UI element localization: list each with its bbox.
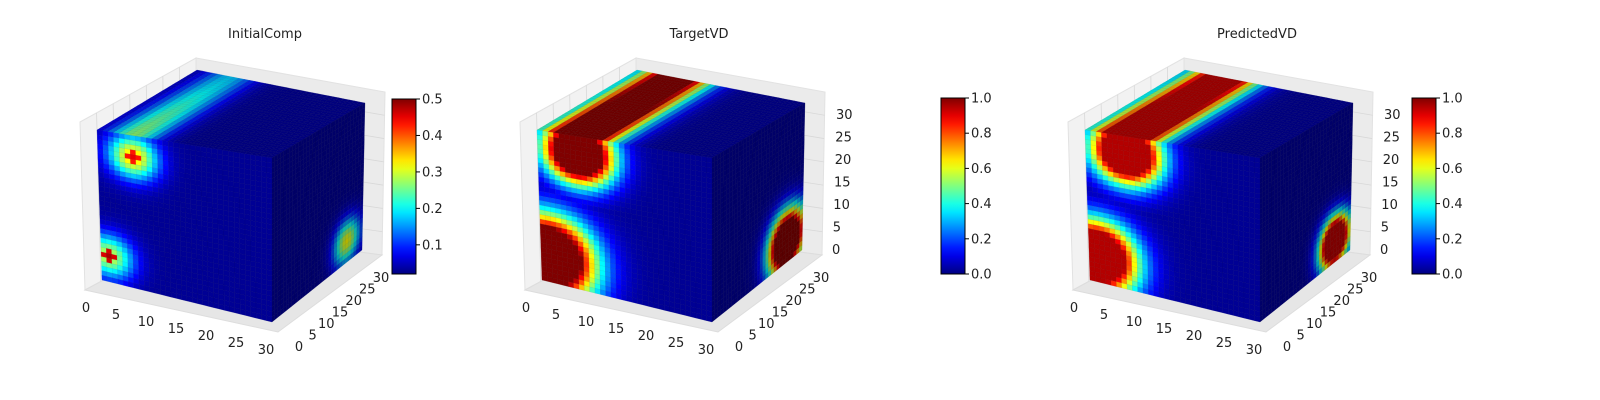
chart-title: InitialComp (228, 27, 302, 42)
y-tick-label: 5 (1297, 329, 1305, 344)
panel-2: 0 5 10 15 20 25 30 051015202530051015202530Targ… (519, 27, 992, 358)
y-tick-label: 20 (1333, 294, 1350, 309)
y-tick-label: 5 (309, 329, 317, 344)
colorbar-tick-label: 0.3 (422, 165, 443, 180)
z-tick-label: 20 (1383, 153, 1400, 168)
z-tick-label: 5 (833, 221, 841, 236)
colorbar-tick-label: 0.2 (422, 202, 443, 217)
y-tick-label: 10 (1306, 317, 1323, 332)
side-face (1259, 102, 1354, 323)
y-tick-label: 20 (785, 294, 802, 309)
z-tick-label: 15 (834, 176, 851, 191)
x-tick-label: 10 (138, 315, 155, 330)
colorbar-tick-label: 0.8 (971, 127, 992, 142)
colorbar-tick-label: 1.0 (971, 92, 992, 107)
colorbar-tick-label: 0.4 (422, 129, 443, 144)
colorbar-tick-label: 0.0 (1442, 268, 1463, 283)
y-tick-label: 5 (749, 329, 757, 344)
x-tick-label: 5 (552, 308, 560, 323)
y-tick-label: 30 (813, 271, 830, 286)
colorbar-tick-label: 0.8 (1442, 127, 1463, 142)
colorbar-tick-label: 0.0 (971, 268, 992, 283)
x-tick-label: 10 (1126, 315, 1143, 330)
colorbar: 0.1 0.2 0.3 0.4 0.5 (391, 93, 443, 275)
z-tick-label: 10 (1381, 198, 1398, 213)
chart-title: PredictedVD (1217, 27, 1297, 42)
top-face (96, 69, 366, 159)
x-tick-label: 30 (1246, 343, 1263, 358)
front-face (96, 129, 273, 323)
y-tick-label: 15 (772, 306, 789, 321)
z-tick-label: 15 (1382, 176, 1399, 191)
y-tick-label: 0 (735, 340, 743, 355)
panel-1: 0 5 10 15 20 25 30 051015202530InitialComp0.10.… (79, 27, 443, 358)
top-face (536, 69, 806, 159)
y-tick-label: 25 (799, 283, 816, 298)
z-tick-label: 10 (833, 198, 850, 213)
x-tick-label: 20 (1186, 329, 1203, 344)
colorbar-tick-label: 0.4 (971, 197, 992, 212)
x-tick-label: 0 (1070, 301, 1078, 316)
x-tick-label: 20 (198, 329, 215, 344)
colorbar-tick-label: 0.6 (1442, 162, 1463, 177)
x-tick-label: 30 (698, 343, 715, 358)
side-face (711, 102, 806, 323)
chart-title: TargetVD (668, 27, 728, 42)
x-tick-label: 10 (578, 315, 595, 330)
y-tick-label: 30 (1361, 271, 1378, 286)
x-tick-label: 15 (608, 322, 625, 337)
y-tick-label: 25 (1347, 283, 1364, 298)
colorbar-gradient (391, 98, 417, 275)
z-tick-label: 25 (1383, 131, 1400, 146)
z-tick-label: 20 (835, 153, 852, 168)
y-tick-label: 10 (318, 317, 335, 332)
x-tick-label: 20 (638, 329, 655, 344)
x-tick-label: 0 (82, 301, 90, 316)
side-face (271, 102, 366, 323)
z-tick-label: 0 (1380, 243, 1388, 258)
colorbar-tick-label: 0.4 (1442, 197, 1463, 212)
y-tick-label: 0 (1283, 340, 1291, 355)
z-tick-label: 25 (835, 131, 852, 146)
x-tick-label: 5 (112, 308, 120, 323)
colorbar-tick-label: 0.6 (971, 162, 992, 177)
y-tick-label: 30 (373, 271, 390, 286)
panel-3: 0 5 10 15 20 25 30 051015202530051015202530Pred… (1067, 27, 1463, 358)
colorbar: 0.0 0.2 0.4 0.6 0.8 1.0 (1411, 92, 1463, 283)
colorbar-gradient (940, 97, 966, 275)
x-tick-label: 25 (228, 336, 245, 351)
y-tick-label: 25 (359, 283, 376, 298)
colorbar-tick-label: 0.5 (422, 93, 443, 108)
front-face (1084, 129, 1261, 323)
z-tick-label: 5 (1381, 221, 1389, 236)
y-tick-label: 20 (345, 294, 362, 309)
colorbar-tick-label: 0.2 (971, 232, 992, 247)
x-tick-label: 30 (258, 343, 275, 358)
y-tick-label: 15 (332, 306, 349, 321)
y-tick-label: 15 (1320, 306, 1337, 321)
top-face (1084, 69, 1354, 159)
colorbar-tick-label: 1.0 (1442, 92, 1463, 107)
x-tick-label: 25 (1216, 336, 1233, 351)
colorbar-gradient (1411, 97, 1437, 275)
x-tick-label: 0 (522, 301, 530, 316)
x-tick-label: 15 (168, 322, 185, 337)
x-tick-label: 15 (1156, 322, 1173, 337)
z-tick-label: 30 (1384, 108, 1401, 123)
z-tick-label: 0 (832, 243, 840, 258)
y-tick-label: 10 (758, 317, 775, 332)
y-tick-label: 0 (295, 340, 303, 355)
x-tick-label: 5 (1100, 308, 1108, 323)
colorbar-tick-label: 0.2 (1442, 232, 1463, 247)
colorbar-tick-label: 0.1 (422, 238, 443, 253)
z-tick-label: 30 (836, 108, 853, 123)
colorbar: 0.0 0.2 0.4 0.6 0.8 1.0 (940, 92, 992, 283)
x-tick-label: 25 (668, 336, 685, 351)
front-face (536, 129, 713, 323)
